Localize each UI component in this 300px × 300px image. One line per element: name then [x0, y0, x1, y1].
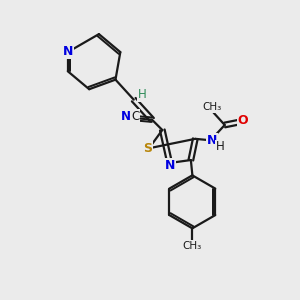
- Text: N: N: [207, 134, 217, 147]
- Text: C: C: [131, 110, 140, 123]
- Text: CH₃: CH₃: [202, 102, 222, 112]
- Text: N: N: [121, 110, 131, 123]
- Text: H: H: [216, 140, 224, 153]
- Text: S: S: [143, 142, 152, 155]
- Text: N: N: [164, 159, 175, 172]
- Text: N: N: [63, 45, 73, 58]
- Text: O: O: [238, 114, 248, 127]
- Text: H: H: [138, 88, 146, 101]
- Text: CH₃: CH₃: [183, 241, 202, 251]
